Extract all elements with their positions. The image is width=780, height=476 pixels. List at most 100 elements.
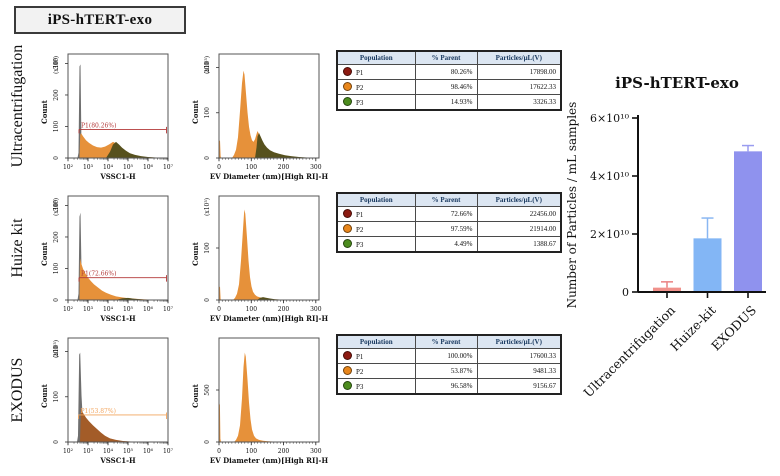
y-axis: 0 100 200(x10³) Count [191, 56, 219, 160]
x-tick-label: 10⁶ [143, 164, 154, 171]
y-tick-label: 0 [204, 440, 211, 444]
col-header-population: Population [336, 192, 416, 207]
x-tick-label: 200 [278, 306, 290, 313]
series-all-events [77, 64, 86, 158]
y-tick-label: 0 [622, 286, 629, 299]
y-tick-label: 200 [53, 89, 60, 101]
col-header-population: Population [336, 50, 416, 65]
series-P2-orange [79, 258, 168, 300]
gate: P1(80.26%) [78, 122, 167, 134]
histogram-series [77, 352, 168, 442]
y-tick-label: 300 [53, 200, 60, 212]
table-row: P2 97.59% 21914.00 [336, 221, 562, 237]
percent-parent-cell: 97.59% [414, 221, 478, 237]
bar-ultracentrifugation [653, 287, 681, 292]
percent-parent-cell: 14.93% [414, 94, 478, 111]
y-tick-label: 100 [204, 107, 211, 119]
x-axis: 10² 10³ 10⁴ 10⁵ 10⁶ 10⁷ VSSC1-H [63, 442, 174, 465]
population-color-dot-icon [343, 366, 352, 375]
population-cell: P1 [336, 64, 416, 80]
col-header-particles: Particles/μL(V) [476, 192, 562, 207]
x-tick-label: 300 [310, 448, 322, 455]
x-tick-label: 10³ [83, 306, 94, 313]
bar-chart-y-axis-title: Number of Particles / mL samples [565, 102, 579, 309]
table-row: P2 53.87% 9481.33 [336, 363, 562, 379]
x-tick-label: 10² [63, 306, 74, 313]
series-P3-olive [116, 297, 152, 300]
x-tick-label: 200 [278, 448, 290, 455]
x-tick-label: 10⁶ [143, 448, 154, 455]
histogram-series [219, 70, 319, 158]
population-color-dot-icon [343, 209, 352, 218]
population-color-dot-icon [343, 224, 352, 233]
y-axis-title: Count [40, 383, 49, 407]
gate: P1(53.87%) [78, 408, 167, 419]
gate-label: P1(80.26%) [81, 122, 116, 129]
y-axis: 0 500 Count [191, 383, 219, 444]
bar-huize-kit [693, 238, 722, 292]
row-label-huize-kit: Huize kit [9, 218, 26, 278]
percent-parent-cell: 96.58% [414, 378, 478, 395]
x-category-label: Ultracentrifugation [580, 303, 678, 401]
y-axis: 0 100 (x10³) Count [191, 198, 219, 302]
bar-exodus [734, 151, 762, 292]
x-axis: 10² 10³ 10⁴ 10⁵ 10⁶ 10⁷ VSSC1-H [63, 300, 174, 323]
y-tick-label: 200 [204, 62, 211, 74]
x-category-label: EXODUS [708, 303, 759, 354]
x-tick-label: 0 [217, 164, 221, 171]
population-color-dot-icon [343, 82, 352, 91]
y-axis-multiplier: (x10³) [53, 56, 60, 74]
y-tick-label: 6×10¹⁰ [590, 112, 630, 125]
percent-parent-cell: 53.87% [414, 363, 478, 379]
y-axis: 0 100 200(x10³) Count [40, 340, 68, 444]
col-header-particles: Particles/μL(V) [476, 334, 562, 349]
particles-cell: 21914.00 [476, 221, 562, 237]
y-axis-title: Count [40, 241, 49, 265]
x-tick-label: 300 [310, 164, 322, 171]
population-table-exodus: Population % Parent Particles/μL(V) P1 10… [336, 334, 562, 395]
particles-cell: 9156.67 [476, 378, 562, 395]
x-tick-label: 10⁵ [123, 448, 134, 455]
x-tick-label: 10⁷ [163, 164, 174, 171]
y-tick-label: 0 [204, 298, 211, 302]
y-tick-label: 0 [53, 298, 60, 302]
y-tick-label: 4×10¹⁰ [590, 170, 630, 183]
population-color-dot-icon [343, 381, 352, 390]
y-axis-title: Count [191, 241, 200, 265]
figure-title-box: iPS-hTERT-exo [14, 6, 186, 34]
y-tick-label: 100 [204, 242, 211, 254]
y-tick-label: 0 [53, 440, 60, 444]
x-axis-title: VSSC1-H [99, 456, 136, 465]
population-color-dot-icon [343, 351, 352, 360]
bar-chart-title: iPS-hTERT-exo [615, 74, 739, 92]
x-tick-label: 10⁵ [123, 164, 134, 171]
plot-frame [218, 195, 320, 301]
gate-label: P1(53.87%) [81, 408, 116, 415]
plot-frame [67, 195, 169, 301]
series-all-events [77, 352, 88, 442]
x-tick-label: 10³ [83, 164, 94, 171]
y-axis-multiplier: (x10³) [53, 198, 60, 216]
x-axis: 10² 10³ 10⁴ 10⁵ 10⁶ 10⁷ VSSC1-H [63, 158, 174, 181]
particles-cell: 17898.00 [476, 64, 562, 80]
particles-cell: 9481.33 [476, 363, 562, 379]
particle-count-bar-chart: iPS-hTERT-exo Number of Particles / mL sa… [565, 74, 766, 401]
y-tick-label: 2×10¹⁰ [590, 228, 630, 241]
series-P2-orange [232, 70, 319, 158]
population-cell: P2 [336, 363, 416, 379]
x-tick-label: 300 [310, 306, 322, 313]
plot-frame [218, 337, 320, 443]
particles-cell: 17600.33 [476, 348, 562, 364]
plot-frame [218, 53, 320, 159]
population-cell: P3 [336, 236, 416, 253]
population-cell: P1 [336, 206, 416, 222]
population-cell: P2 [336, 221, 416, 237]
x-tick-label: 10⁶ [143, 306, 154, 313]
y-axis: 0 100 200 300(x10³) Count [40, 56, 68, 160]
col-header-parent: % Parent [414, 50, 478, 65]
x-tick-label: 10² [63, 164, 74, 171]
bar-chart-y-axis: 0 2×10¹⁰ 4×10¹⁰ 6×10¹⁰ [590, 112, 639, 299]
